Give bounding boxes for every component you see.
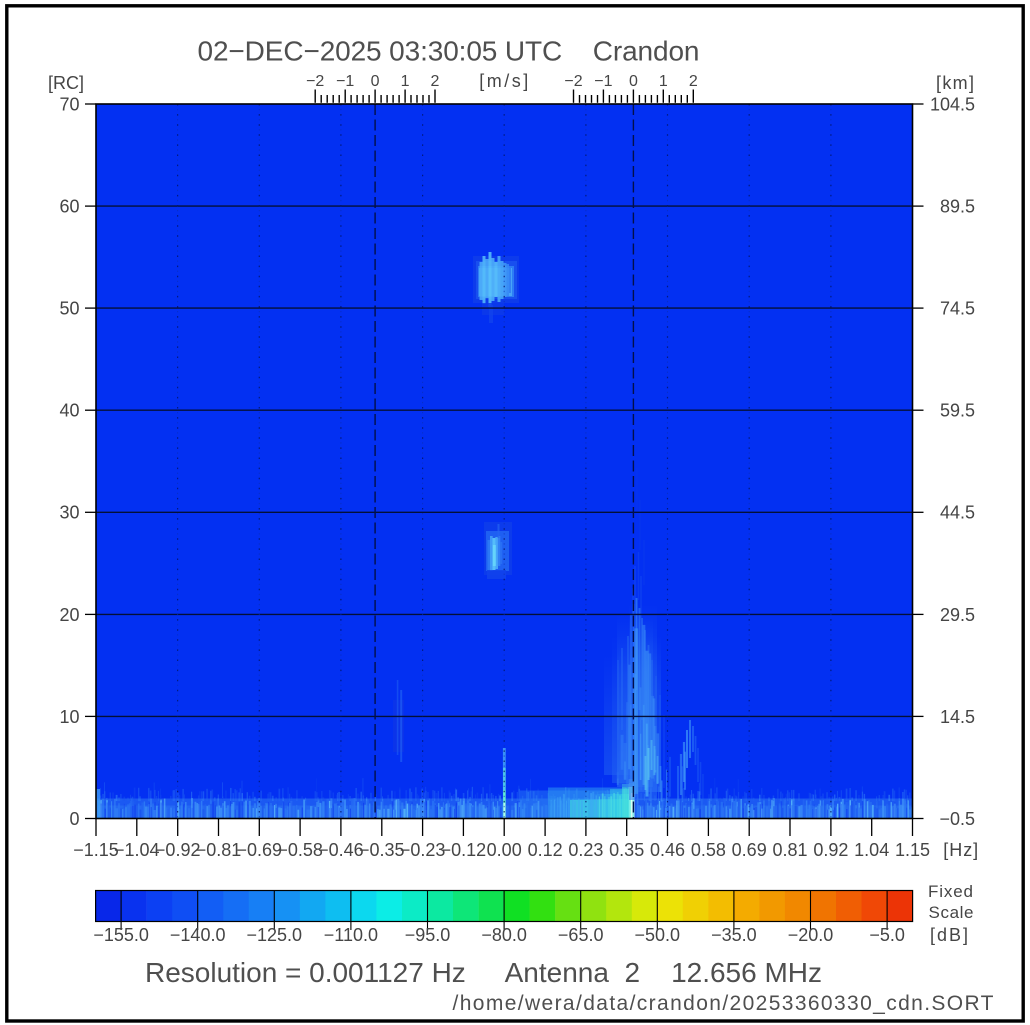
- svg-text:−1: −1: [594, 73, 612, 90]
- svg-text:20: 20: [59, 605, 79, 625]
- svg-text:−0.35: −0.35: [359, 840, 405, 860]
- svg-text:1.04: 1.04: [854, 840, 889, 860]
- svg-text:−0.23: −0.23: [400, 840, 446, 860]
- svg-text:30: 30: [59, 503, 79, 523]
- svg-text:Scale: Scale: [929, 903, 974, 922]
- svg-text:0: 0: [371, 73, 380, 90]
- svg-text:89.5: 89.5: [940, 197, 975, 217]
- svg-text:−20.0: −20.0: [788, 925, 834, 945]
- svg-text:2: 2: [689, 73, 698, 90]
- svg-text:−95.0: −95.0: [405, 925, 451, 945]
- svg-text:1: 1: [659, 73, 668, 90]
- svg-text:[km]: [km]: [936, 73, 974, 93]
- svg-text:−1.15: −1.15: [73, 840, 119, 860]
- svg-text:Fixed: Fixed: [928, 882, 973, 901]
- svg-text:0: 0: [69, 809, 79, 829]
- svg-text:104.5: 104.5: [930, 94, 975, 114]
- svg-text:0.35: 0.35: [609, 840, 644, 860]
- svg-text:0.81: 0.81: [772, 840, 807, 860]
- svg-text:0.00: 0.00: [487, 840, 522, 860]
- svg-text:40: 40: [59, 401, 79, 421]
- svg-text:−1.04: −1.04: [114, 840, 160, 860]
- svg-text:−0.12: −0.12: [441, 840, 487, 860]
- svg-text:−0.69: −0.69: [237, 840, 283, 860]
- svg-text:−80.0: −80.0: [481, 925, 527, 945]
- svg-text:59.5: 59.5: [940, 401, 975, 421]
- svg-text:−2: −2: [564, 73, 582, 90]
- svg-text:−0.58: −0.58: [277, 840, 323, 860]
- svg-text:0.46: 0.46: [650, 840, 685, 860]
- svg-text:−35.0: −35.0: [711, 925, 757, 945]
- svg-text:Resolution = 0.001127 Hz A: Resolution = 0.001127 Hz Antenna 2 12.65…: [145, 957, 822, 988]
- svg-text:0.23: 0.23: [568, 840, 603, 860]
- svg-text:60: 60: [59, 197, 79, 217]
- svg-text:−125.0: −125.0: [247, 925, 303, 945]
- svg-text:70: 70: [59, 94, 79, 114]
- svg-text:2: 2: [431, 73, 440, 90]
- svg-text:0: 0: [629, 73, 638, 90]
- svg-text:−0.92: −0.92: [155, 840, 201, 860]
- svg-text:0.92: 0.92: [813, 840, 848, 860]
- svg-text:−140.0: −140.0: [170, 925, 226, 945]
- svg-text:/home/wera/data/crandon/202533: /home/wera/data/crandon/20253360330_cdn.…: [453, 992, 994, 1015]
- svg-text:1.15: 1.15: [895, 840, 930, 860]
- svg-text:−0.81: −0.81: [196, 840, 242, 860]
- svg-text:−2: −2: [306, 73, 324, 90]
- svg-text:50: 50: [59, 299, 79, 319]
- svg-text:[m/s]: [m/s]: [479, 71, 528, 91]
- svg-text:[Hz]: [Hz]: [943, 840, 978, 860]
- svg-text:0.58: 0.58: [691, 840, 726, 860]
- svg-text:−5.0: −5.0: [869, 925, 905, 945]
- svg-text:74.5: 74.5: [940, 299, 975, 319]
- svg-text:−1: −1: [336, 73, 354, 90]
- svg-text:14.5: 14.5: [940, 707, 975, 727]
- svg-text:−65.0: −65.0: [558, 925, 604, 945]
- svg-text:[dB]: [dB]: [930, 925, 968, 945]
- svg-text:−50.0: −50.0: [635, 925, 681, 945]
- svg-text:29.5: 29.5: [940, 605, 975, 625]
- svg-text:−110.0: −110.0: [324, 925, 378, 945]
- svg-text:0.12: 0.12: [528, 840, 563, 860]
- svg-text:−0.46: −0.46: [318, 840, 364, 860]
- svg-text:02−DEC−2025 03:30:05 UTC Cr: 02−DEC−2025 03:30:05 UTC Crandon: [198, 36, 700, 67]
- svg-text:−155.0: −155.0: [93, 925, 149, 945]
- svg-text:−0.5: −0.5: [939, 809, 975, 829]
- svg-text:1: 1: [401, 73, 410, 90]
- svg-text:10: 10: [59, 707, 79, 727]
- svg-text:0.69: 0.69: [732, 840, 767, 860]
- svg-text:[RC]: [RC]: [48, 73, 84, 93]
- svg-text:44.5: 44.5: [940, 503, 975, 523]
